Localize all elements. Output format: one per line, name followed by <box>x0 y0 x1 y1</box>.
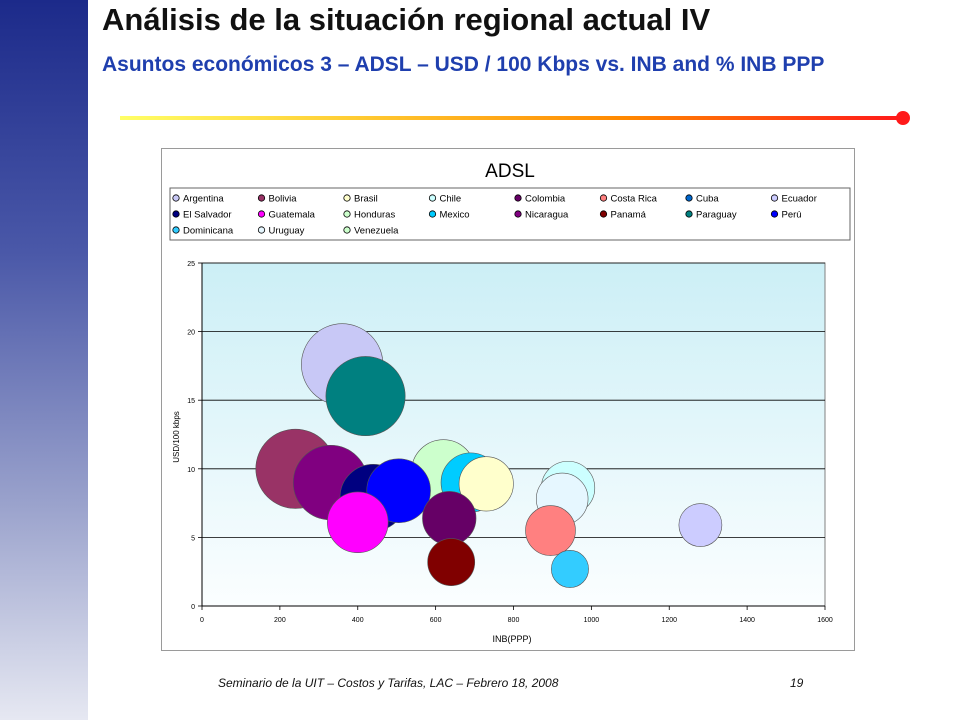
legend-marker <box>172 210 180 218</box>
legend-marker <box>428 194 437 202</box>
plot-area: 0 5 10 15 20 25 0 200 400 600 800 1000 1200 1400 1600 <box>187 261 833 624</box>
legend-label: Panamá <box>611 210 647 221</box>
y-tick-label: 25 <box>187 261 195 268</box>
legend-label: Dominicana <box>183 226 234 237</box>
legend-label: Ecuador <box>782 194 817 205</box>
legend-marker <box>599 194 608 202</box>
x-axis-label: INB(PPP) <box>492 634 531 644</box>
legend-label: Brasil <box>354 194 378 205</box>
legend-marker <box>770 210 779 218</box>
legend-marker <box>685 210 693 218</box>
legend-label: Colombia <box>525 194 566 205</box>
legend-label: Mexico <box>440 210 470 221</box>
x-tick-label: 1200 <box>661 617 677 624</box>
y-tick-label: 20 <box>187 330 195 337</box>
legend-marker <box>172 194 180 202</box>
bubble-panam- <box>427 538 476 586</box>
legend-label: Guatemala <box>269 210 316 221</box>
title-underline-dot <box>896 111 910 125</box>
x-tick-label: 1600 <box>817 617 833 624</box>
legend-marker <box>599 210 608 218</box>
legend-label: Perú <box>782 210 802 221</box>
legend-marker <box>343 226 351 234</box>
slide-title: Análisis de la situación regional actual… <box>102 2 711 37</box>
y-tick-label: 0 <box>191 604 195 611</box>
bubble-dominicana <box>551 550 589 588</box>
bubble-ecuador <box>678 503 723 547</box>
x-tick-label: 400 <box>352 617 364 624</box>
y-tick-label: 15 <box>187 398 195 405</box>
legend-label: Nicaragua <box>525 210 569 221</box>
legend-marker <box>428 210 437 218</box>
legend-box <box>169 187 851 241</box>
legend-label: Argentina <box>183 194 224 205</box>
slide-side-bar <box>0 0 88 720</box>
bubble-brasil <box>458 456 514 512</box>
legend-label: Paraguay <box>696 210 737 221</box>
legend-marker <box>343 194 351 202</box>
chart-frame: ADSL Argentina Bolivia Brasil Chile Colombia… <box>161 148 855 651</box>
adsl-bubble-chart: ADSL Argentina Bolivia Brasil Chile Colombia… <box>169 161 851 644</box>
legend-label: Cuba <box>696 194 719 205</box>
legend-marker <box>257 226 266 234</box>
legend-label: Uruguay <box>269 226 305 237</box>
legend-marker <box>343 210 351 218</box>
legend-marker <box>685 194 693 202</box>
y-axis-label: USD/100 kbps <box>172 411 181 463</box>
x-tick-label: 200 <box>274 617 286 624</box>
legend-marker <box>257 210 266 218</box>
x-tick-label: 800 <box>508 617 520 624</box>
y-tick-label: 10 <box>187 467 195 474</box>
x-tick-label: 0 <box>200 617 204 624</box>
bubble-paraguay <box>325 356 406 437</box>
legend-marker <box>514 210 522 218</box>
legend-label: Honduras <box>354 210 395 221</box>
legend-marker <box>257 194 266 202</box>
page-number: 19 <box>790 676 804 690</box>
legend-marker <box>514 194 522 202</box>
legend-label: Costa Rica <box>611 194 658 205</box>
legend-label: Chile <box>440 194 462 205</box>
bubble-costa-rica <box>525 505 576 556</box>
legend-marker <box>172 226 180 234</box>
title-underline <box>120 116 898 120</box>
legend-label: Bolivia <box>269 194 298 205</box>
x-tick-label: 1400 <box>739 617 755 624</box>
slide-footer: Seminario de la UIT – Costos y Tarifas, … <box>218 676 559 690</box>
bubble-colombia <box>422 491 477 546</box>
x-tick-label: 600 <box>430 617 442 624</box>
bubble-guatemala <box>327 491 389 554</box>
x-tick-label: 1000 <box>584 617 600 624</box>
chart-title: ADSL <box>485 161 535 182</box>
slide-subtitle: Asuntos económicos 3 – ADSL – USD / 100 … <box>102 53 825 76</box>
legend-label: El Salvador <box>183 210 232 221</box>
legend-label: Venezuela <box>354 226 399 237</box>
legend: Argentina Bolivia Brasil Chile Colombia Costa… <box>172 194 817 237</box>
y-tick-label: 5 <box>191 535 195 542</box>
legend-marker <box>770 194 779 202</box>
